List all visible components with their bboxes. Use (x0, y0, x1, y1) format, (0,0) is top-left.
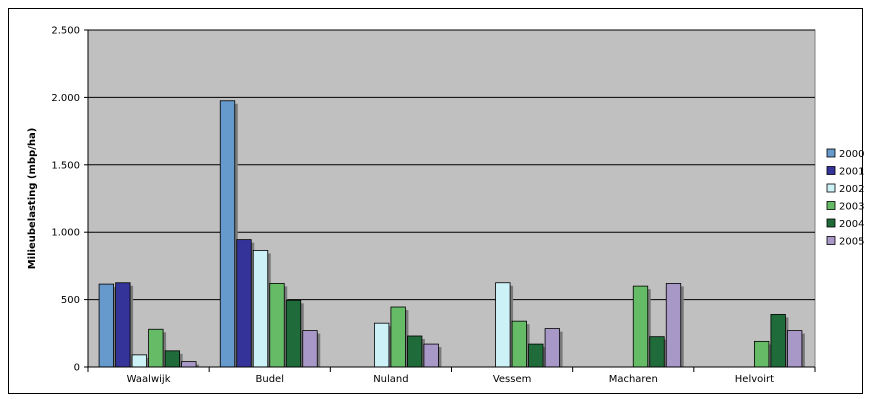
bar (164, 350, 180, 368)
bar (528, 343, 544, 368)
bar (770, 314, 786, 368)
bar (269, 283, 285, 368)
legend-swatch (826, 183, 836, 193)
legend-label: 2004 (839, 219, 864, 230)
y-tick-label: 2.000 (51, 93, 80, 104)
legend-swatch (826, 236, 836, 245)
y-axis-title: Milieubelasting (mbp/ha) (27, 128, 38, 270)
bar (374, 322, 390, 368)
bar (632, 285, 649, 368)
x-tick-label: Macharen (609, 374, 658, 385)
legend-swatch (826, 166, 836, 175)
legend-label: 2002 (839, 184, 864, 195)
bar (302, 330, 318, 368)
x-tick-label: Budel (256, 374, 284, 385)
bar (544, 328, 560, 368)
x-tick-label: Nuland (373, 374, 408, 385)
bar (649, 336, 665, 368)
y-tick-label: 1.000 (51, 228, 80, 239)
legend: 2000 2001 2002 2003 2004 2005 (826, 148, 864, 248)
bar (148, 328, 164, 368)
bar (390, 306, 406, 368)
bar (495, 282, 511, 368)
legend-label: 2000 (839, 149, 864, 160)
y-tick-label: 0 (74, 363, 80, 374)
bar (665, 283, 682, 368)
legend-swatch (826, 218, 836, 228)
plot-background (87, 29, 816, 368)
x-tick-label: Helvoirt (735, 374, 774, 385)
bar (511, 320, 527, 368)
legend-swatch (826, 201, 836, 210)
bar (252, 249, 269, 368)
y-tick-label: 2.500 (51, 26, 80, 37)
x-tick-label: Vessem (493, 374, 532, 385)
bar (423, 343, 439, 368)
bar-chart: 0 500 1.000 1.500 2.000 2.500 Waalwijk Budel Nul… (27, 26, 864, 386)
bar (115, 282, 131, 368)
bar (754, 340, 770, 368)
axes: 0 500 1.000 1.500 2.000 2.500 Waalwijk Budel Nul… (51, 26, 816, 385)
bar (407, 335, 423, 368)
bar (98, 283, 114, 368)
bars (98, 100, 805, 368)
y-tick-label: 1.500 (51, 160, 80, 171)
bar (131, 354, 147, 368)
bar (219, 100, 236, 368)
y-tick-label: 500 (61, 295, 80, 306)
gridlines (88, 29, 815, 301)
bar (236, 239, 252, 368)
bar (181, 361, 197, 368)
legend-swatch (826, 148, 836, 158)
x-tick-label: Waalwijk (127, 374, 171, 385)
chart-frame: 0 500 1.000 1.500 2.000 2.500 Waalwijk Budel Nul… (8, 8, 864, 394)
bar (787, 330, 803, 368)
legend-label: 2005 (839, 237, 864, 248)
legend-label: 2001 (839, 167, 864, 178)
bar (285, 299, 302, 368)
legend-label: 2003 (839, 202, 864, 213)
plot-area (87, 29, 816, 368)
